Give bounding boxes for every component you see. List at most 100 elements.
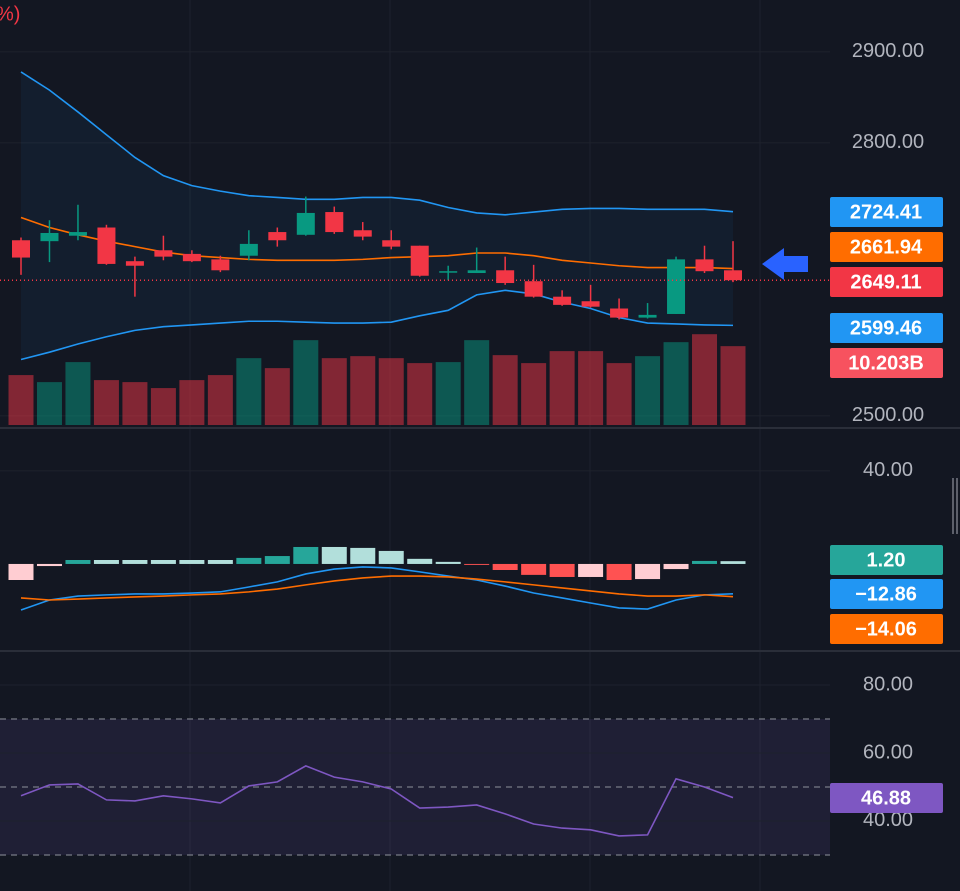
candle-body xyxy=(239,243,258,256)
volume-bar xyxy=(606,363,632,425)
volume-bar xyxy=(464,340,490,425)
volume-bar xyxy=(321,358,347,425)
volume-bar xyxy=(549,351,575,425)
candle-body xyxy=(524,281,543,297)
volume-bar xyxy=(179,380,205,425)
volume-bar xyxy=(207,375,233,425)
price-label: −12.86 xyxy=(855,583,917,605)
price-label: 2599.46 xyxy=(850,317,922,339)
candle-body xyxy=(695,259,714,272)
candle-body xyxy=(724,270,742,281)
handle-bar[interactable] xyxy=(952,478,954,534)
candle-body xyxy=(610,308,629,318)
candle-body xyxy=(382,240,401,247)
histogram-bar xyxy=(435,561,461,564)
volume-bar xyxy=(150,388,176,425)
volume-bar xyxy=(122,382,148,425)
volume-bar xyxy=(407,363,433,425)
candle-body xyxy=(325,212,344,233)
level-band xyxy=(0,718,830,855)
candle-body xyxy=(353,230,372,237)
histogram-bar xyxy=(492,563,518,570)
histogram-bar xyxy=(378,550,404,564)
price-label-box xyxy=(830,313,943,343)
price-label-box xyxy=(830,197,943,227)
handle-bar[interactable] xyxy=(956,478,958,534)
price-label-box xyxy=(830,579,943,609)
price-label: 2661.94 xyxy=(850,236,923,258)
legend-fragment: %) xyxy=(0,3,20,25)
histogram-bar xyxy=(549,563,575,577)
histogram-bar xyxy=(207,560,233,564)
candle-body xyxy=(296,212,315,235)
candle-body xyxy=(410,245,429,276)
histogram-bar xyxy=(36,563,62,567)
candle-body xyxy=(182,253,201,262)
histogram-bar xyxy=(321,546,347,564)
volume-bar xyxy=(435,362,461,425)
volume-bar xyxy=(264,368,290,425)
band-upper-line xyxy=(20,71,734,216)
y-tick-label: 80.00 xyxy=(863,673,913,695)
band-middle-line xyxy=(20,216,734,270)
volume-bar xyxy=(65,362,91,425)
histogram-bar xyxy=(635,563,661,580)
price-label-box xyxy=(830,232,943,262)
histogram-bar xyxy=(663,563,689,570)
price-label: 2724.41 xyxy=(850,201,922,223)
histogram-bar xyxy=(293,546,319,564)
histogram-bar xyxy=(93,560,119,564)
macd-line xyxy=(20,566,734,611)
y-tick-label: 2900.00 xyxy=(852,40,924,62)
candle-body xyxy=(439,271,458,273)
histogram-bar xyxy=(407,558,433,564)
volume-bar xyxy=(578,351,604,425)
price-label-box xyxy=(830,614,943,644)
candle-body xyxy=(496,270,515,284)
y-tick-label: 2500.00 xyxy=(852,404,924,426)
candle-body xyxy=(97,227,116,264)
volume-bar xyxy=(692,334,718,425)
price-label-box xyxy=(830,267,943,297)
price-label-box xyxy=(830,545,943,575)
y-tick-label: 2800.00 xyxy=(852,131,924,153)
candle-body xyxy=(467,270,486,274)
histogram-bar xyxy=(122,560,148,564)
y-tick-label: 40.00 xyxy=(863,459,913,481)
candle-body xyxy=(154,250,173,257)
histogram-bar xyxy=(350,547,376,564)
candle-body xyxy=(211,259,230,271)
candle-body xyxy=(638,314,657,318)
volume-bar xyxy=(8,375,34,425)
volume-bar xyxy=(293,340,319,425)
histogram-bar xyxy=(464,563,490,565)
candle-body xyxy=(68,232,87,236)
histogram-bar xyxy=(578,563,604,577)
candle-body xyxy=(125,261,144,266)
price-label: −14.06 xyxy=(855,618,917,640)
volume-bar xyxy=(492,355,518,425)
price-label: 10.203B xyxy=(848,352,924,374)
candle-body xyxy=(268,232,287,241)
layers: 2900.00 2800.00 2500.00 40.00 80.00 60.00 40.0… xyxy=(0,40,943,856)
y-tick-label: 60.00 xyxy=(863,741,913,763)
price-label: 2649.11 xyxy=(850,271,921,293)
vertical-grid xyxy=(189,0,761,891)
candle-body xyxy=(40,232,59,242)
volume-bar xyxy=(378,358,404,425)
candle-body xyxy=(667,259,686,314)
candle-body xyxy=(553,296,572,305)
price-label: 1.20 xyxy=(867,549,906,571)
volume-bar xyxy=(236,358,262,425)
price-arrow xyxy=(762,248,808,280)
price-label: 46.88 xyxy=(861,787,911,809)
histogram-bar xyxy=(606,563,632,580)
histogram-bar xyxy=(65,560,91,564)
scroll-handle[interactable] xyxy=(952,478,958,534)
histogram-bar xyxy=(179,560,205,564)
volume-bar xyxy=(93,380,119,425)
volume-bar xyxy=(635,356,661,425)
histogram-bar xyxy=(692,560,718,564)
